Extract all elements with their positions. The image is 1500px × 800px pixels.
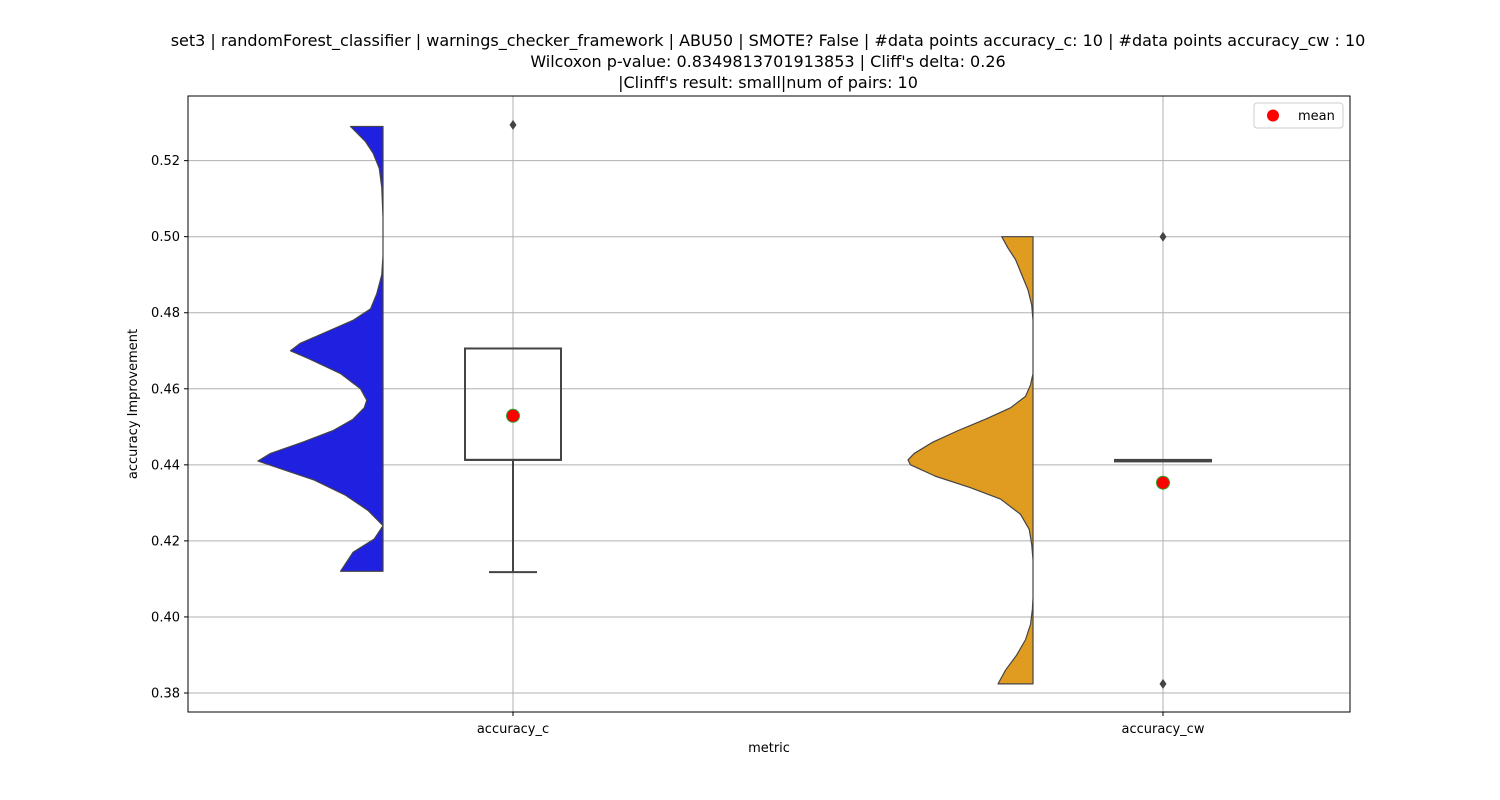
mean-marker-accuracy_c [506, 408, 520, 423]
violin-accuracy_cw [907, 236, 1034, 685]
violin-accuracy_c [257, 125, 384, 572]
y-tick-label: 0.40 [151, 610, 180, 625]
outlier-accuracy_c [509, 119, 517, 130]
mean-marker-accuracy_cw [1156, 475, 1170, 490]
y-tick-label: 0.50 [151, 230, 180, 245]
x-axis-label: metric [748, 741, 790, 756]
y-tick-label: 0.46 [151, 382, 180, 397]
x-tick-label: accuracy_c [477, 722, 549, 737]
legend: mean [1253, 102, 1344, 129]
outlier-accuracy_cw [1159, 678, 1167, 689]
y-tick-label: 0.52 [151, 154, 180, 169]
plot-area-frame [187, 95, 1351, 713]
boxplots [464, 347, 1212, 574]
title-line-2: Wilcoxon p-value: 0.8349813701913853 | C… [530, 52, 1005, 71]
y-tick-label: 0.44 [151, 458, 180, 473]
legend-mean-label: mean [1298, 109, 1335, 124]
title-line-3: |Clinff's result: small|num of pairs: 10 [618, 73, 918, 92]
y-tick-label: 0.48 [151, 306, 180, 321]
chart-title: set3 | randomForest_classifier | warning… [171, 31, 1366, 92]
x-axis-ticks: accuracy_c accuracy_cw [477, 712, 1205, 737]
y-tick-label: 0.42 [151, 534, 180, 549]
x-tick-label: accuracy_cw [1122, 722, 1205, 737]
y-tick-label: 0.38 [151, 686, 180, 701]
points [506, 119, 1170, 689]
y-axis-ticks: 0.38 0.40 0.42 0.44 0.46 0.48 0.50 0.52 [151, 154, 188, 701]
y-axis-label: accuracy Improvement [126, 329, 141, 479]
grid-lines [188, 96, 1350, 712]
violins [257, 125, 1034, 685]
legend-mean-marker [1267, 109, 1279, 122]
legend-box [1253, 102, 1344, 129]
outlier-accuracy_cw [1159, 231, 1167, 242]
title-line-1: set3 | randomForest_classifier | warning… [171, 31, 1366, 51]
